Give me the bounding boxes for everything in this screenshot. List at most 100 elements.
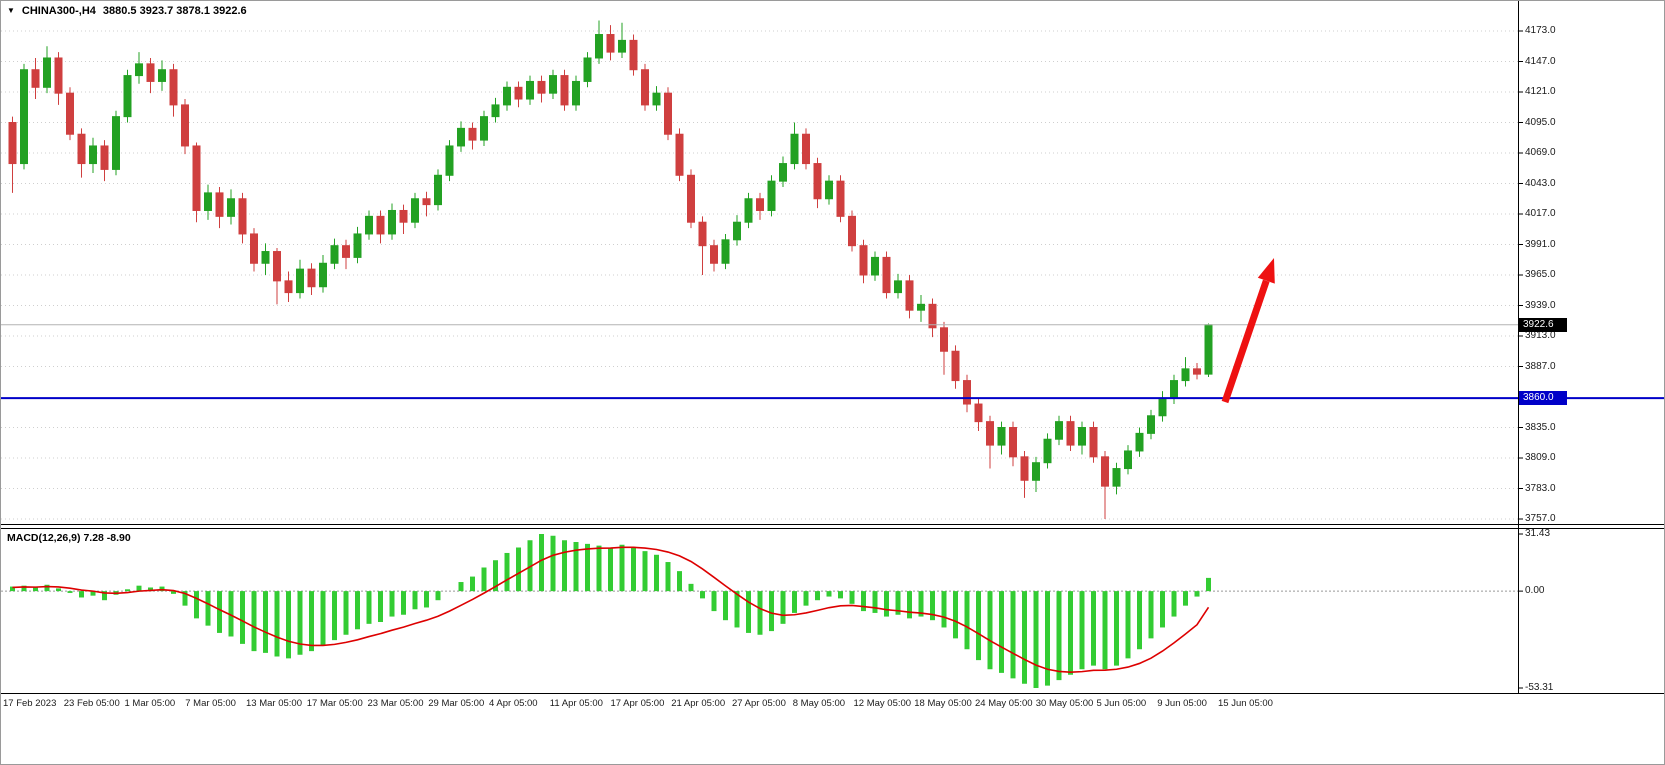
- candle-body: [537, 80, 546, 94]
- trend-arrow-head: [1257, 258, 1275, 284]
- candle-body: [330, 245, 339, 264]
- trend-arrow[interactable]: [1221, 258, 1275, 404]
- candle-body: [388, 209, 396, 235]
- candle-body: [802, 133, 810, 165]
- candle-body: [503, 86, 511, 106]
- candle-body: [238, 198, 247, 235]
- candle-body: [376, 215, 385, 235]
- candle-body: [123, 75, 132, 118]
- price-tick-label: 4095.0: [1525, 116, 1556, 128]
- candle-body: [1147, 415, 1155, 434]
- candle-body: [618, 39, 626, 53]
- price-tick-label: 4147.0: [1525, 55, 1556, 67]
- candle-body: [89, 145, 97, 165]
- hline-price-badge: 3860.0: [1519, 391, 1567, 406]
- candle-body: [307, 268, 316, 288]
- candle-body: [744, 198, 753, 223]
- candle-body: [790, 133, 799, 165]
- candle-body: [951, 350, 960, 382]
- candle-body: [158, 69, 166, 82]
- time-tick-label: 30 May 05:00: [1035, 698, 1094, 709]
- candle-body: [1078, 427, 1086, 446]
- candle-body: [595, 34, 603, 59]
- macd-tick-label: -53.31: [1525, 682, 1554, 693]
- candle-body: [687, 174, 695, 223]
- candle-body: [342, 245, 350, 258]
- candle-body: [1193, 368, 1201, 375]
- symbol-dropdown-icon[interactable]: ▼: [7, 6, 15, 15]
- price-tick-label: 4173.0: [1525, 25, 1556, 36]
- macd-signal-line: [12, 546, 1210, 673]
- symbol-info: ▼ CHINA300-,H4 3880.5 3923.7 3878.1 3922…: [7, 5, 247, 17]
- candle-body: [1043, 438, 1052, 464]
- candle-body: [928, 303, 937, 329]
- time-tick-label: 12 May 05:00: [853, 698, 912, 709]
- candle-body: [721, 239, 730, 264]
- price-tick-label: 3887.0: [1525, 360, 1556, 372]
- candle-body: [549, 75, 557, 94]
- time-tick-label: 27 Apr 05:00: [732, 698, 786, 709]
- macd-tick-label: 31.43: [1525, 528, 1551, 539]
- time-tick-label: 23 Mar 05:00: [367, 698, 424, 709]
- price-tick-label: 3835.0: [1525, 421, 1556, 433]
- candle-body: [1009, 427, 1017, 458]
- candle-body: [583, 57, 592, 82]
- candle-body: [227, 198, 235, 217]
- candle-body: [698, 221, 707, 247]
- time-tick-label: 18 May 05:00: [914, 698, 972, 709]
- candle-body: [181, 104, 189, 147]
- price-tick-label: 3991.0: [1525, 238, 1556, 250]
- ohlc-values: 3880.5 3923.7 3878.1 3922.6: [102, 5, 247, 17]
- price-chart-panel[interactable]: [1, 19, 1518, 524]
- price-grid: [1, 30, 1518, 520]
- candle-body: [974, 403, 983, 423]
- time-tick-label: 7 Mar 05:00: [185, 698, 236, 709]
- candle-body: [733, 221, 741, 241]
- candle-body: [848, 215, 856, 247]
- time-tick-label: 17 Mar 05:00: [306, 698, 363, 709]
- candle-body: [204, 192, 212, 211]
- candle-body: [192, 145, 201, 211]
- time-tick-label: 1 Mar 05:00: [124, 698, 176, 709]
- candle-body: [1055, 421, 1063, 440]
- candle-body: [1032, 462, 1040, 481]
- time-tick-label: 11 Apr 05:00: [549, 698, 603, 709]
- candle-body: [894, 280, 902, 294]
- candle-body: [20, 69, 28, 165]
- price-tick-label: 3809.0: [1525, 452, 1556, 463]
- candle-body: [480, 116, 488, 141]
- time-tick-label: 29 Mar 05:00: [428, 698, 485, 709]
- candle-body: [445, 145, 454, 176]
- candle-body: [1101, 456, 1109, 487]
- time-axis[interactable]: 17 Feb 2023 23 Feb 05:00 1 Mar 05:00 7 Mar …: [1, 696, 1518, 714]
- time-tick-label: 17 Apr 05:00: [610, 698, 665, 709]
- candle-body: [77, 133, 86, 165]
- time-tick-label: 5 Jun 05:00: [1096, 698, 1147, 709]
- candle-body: [675, 133, 684, 176]
- macd-panel[interactable]: [1, 529, 1518, 693]
- candle-body: [882, 256, 891, 294]
- candle-body: [457, 127, 465, 147]
- candle-body: [905, 280, 914, 311]
- price-tick-label: 3757.0: [1525, 513, 1556, 524]
- candle-body: [353, 233, 362, 258]
- candle-body: [284, 280, 293, 294]
- price-axis[interactable]: 3922.6 3860.0 4173.0 4147.0 4121.0 4095.0 40…: [1519, 1, 1664, 694]
- candle-body: [767, 180, 776, 211]
- candle-body: [273, 251, 281, 282]
- candle-body: [100, 145, 109, 170]
- candle-body: [940, 327, 948, 352]
- candle-body: [365, 215, 373, 235]
- candle-body: [31, 69, 40, 88]
- candle-body: [215, 192, 224, 217]
- macd-indicator-label: MACD(12,26,9) 7.28 -8.90: [7, 532, 131, 544]
- price-tick-label: 4121.0: [1525, 86, 1556, 97]
- candle-body: [1020, 456, 1029, 481]
- candle-body: [319, 262, 327, 288]
- candle-body: [986, 421, 994, 446]
- candle-body: [66, 92, 74, 135]
- candle-body: [296, 268, 304, 294]
- candle-body: [43, 57, 51, 88]
- candle-body: [1112, 468, 1121, 487]
